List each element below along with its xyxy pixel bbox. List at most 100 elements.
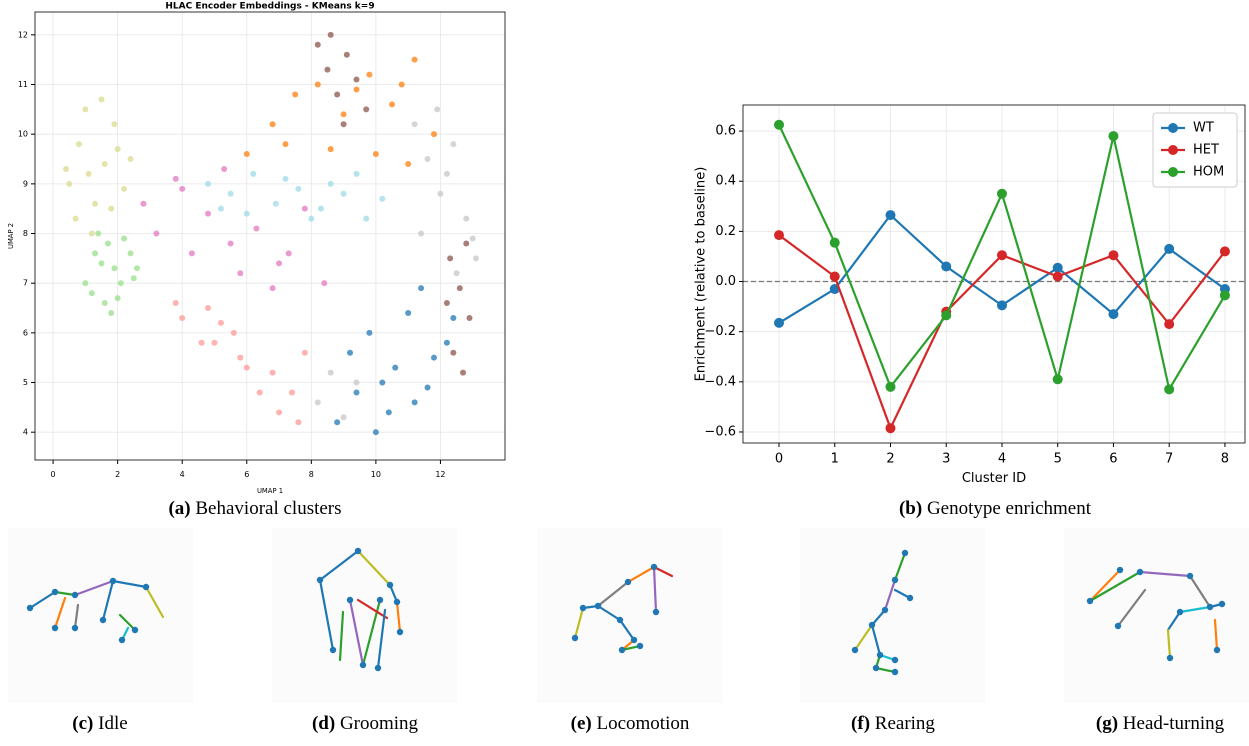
marker <box>774 317 785 328</box>
point <box>179 185 186 192</box>
y-tick-label: 9 <box>23 179 28 188</box>
x-tick-label: 3 <box>942 451 950 466</box>
point <box>269 369 276 376</box>
point <box>463 215 470 222</box>
point <box>447 255 454 262</box>
marker <box>941 261 952 272</box>
x-tick-label: 6 <box>1109 451 1117 466</box>
point <box>443 170 450 177</box>
point <box>117 280 124 287</box>
marker <box>1164 319 1175 330</box>
point <box>88 290 95 297</box>
y-tick-label: 7 <box>23 279 28 288</box>
point <box>411 56 418 63</box>
point <box>243 151 250 158</box>
x-tick-label: 12 <box>435 470 445 479</box>
point <box>450 141 457 148</box>
caption-text: Behavioral clusters <box>195 498 341 519</box>
point <box>392 364 399 371</box>
chart: 4 5 6 7 8 9 10 11 12 0 2 4 6 8 10 12 HLAC Encoder Embedd… <box>7 2 506 495</box>
x-tick-label: 5 <box>1054 451 1062 466</box>
marker <box>1164 243 1175 254</box>
point <box>314 41 321 48</box>
caption-label: (b) <box>899 498 922 519</box>
caption: (a) Behavioral clusters <box>168 498 341 519</box>
point <box>343 51 350 58</box>
point <box>434 106 441 113</box>
y-tick-label: 0.2 <box>715 224 736 239</box>
point <box>372 151 379 158</box>
caption-text: Idle <box>98 713 128 734</box>
chart: −0.6 −0.4 −0.2 0.0 0.2 0.4 0.6 0 1 2 3 4 5 6 7 8 Cluster… <box>694 104 1246 486</box>
y-tick-label: 0.4 <box>715 174 736 189</box>
x-tick-label: 2 <box>886 451 894 466</box>
point <box>85 170 92 177</box>
x-axis-label: UMAP 1 <box>257 487 283 495</box>
point <box>443 300 450 307</box>
x-tick-label: 0 <box>51 470 56 479</box>
y-tick-label: 5 <box>23 378 28 387</box>
marker <box>941 310 952 321</box>
point <box>250 170 257 177</box>
point <box>353 379 360 386</box>
caption-label: (g) <box>1096 713 1118 734</box>
point <box>379 379 386 386</box>
point <box>101 160 108 167</box>
point <box>82 280 89 287</box>
point <box>98 260 105 267</box>
y-tick-label: 8 <box>23 229 28 238</box>
x-tick-label: 0 <box>775 451 783 466</box>
point <box>301 205 308 212</box>
x-tick-label: 10 <box>371 470 381 479</box>
point <box>256 389 263 396</box>
marker <box>885 423 896 434</box>
skeleton-pose <box>8 528 193 703</box>
point <box>95 230 102 237</box>
x-tick-label: 6 <box>244 470 249 479</box>
point <box>172 300 179 307</box>
y-tick-label: −0.2 <box>704 324 736 339</box>
point <box>140 200 147 207</box>
point <box>324 66 331 73</box>
point <box>88 230 95 237</box>
point <box>411 121 418 128</box>
point <box>276 409 283 416</box>
point <box>227 240 234 247</box>
point <box>443 339 450 346</box>
point <box>327 369 334 376</box>
marker <box>996 250 1007 261</box>
point <box>308 215 315 222</box>
point <box>221 165 228 172</box>
point <box>269 121 276 128</box>
point <box>66 180 73 187</box>
point <box>327 146 334 153</box>
legend-swatch <box>1168 145 1178 155</box>
point <box>205 180 212 187</box>
marker <box>1219 246 1230 257</box>
point <box>92 200 99 207</box>
point <box>288 389 295 396</box>
point <box>211 339 218 346</box>
x-tick-label: 4 <box>998 451 1006 466</box>
caption: (f) Rearing <box>851 713 935 734</box>
x-tick-label: 4 <box>180 470 185 479</box>
point <box>295 185 302 192</box>
plot-frame <box>34 11 506 461</box>
marker <box>1052 262 1063 273</box>
skeleton-pose <box>272 528 457 703</box>
point <box>472 255 479 262</box>
skeleton-pose <box>1064 528 1249 703</box>
marker <box>774 119 785 130</box>
point <box>237 270 244 277</box>
marker <box>829 284 840 295</box>
point <box>227 190 234 197</box>
x-tick-label: 8 <box>309 470 314 479</box>
point <box>437 190 444 197</box>
marker <box>885 381 896 392</box>
plot-area <box>35 12 505 460</box>
point <box>398 81 405 88</box>
point <box>347 349 354 356</box>
point <box>205 210 212 217</box>
